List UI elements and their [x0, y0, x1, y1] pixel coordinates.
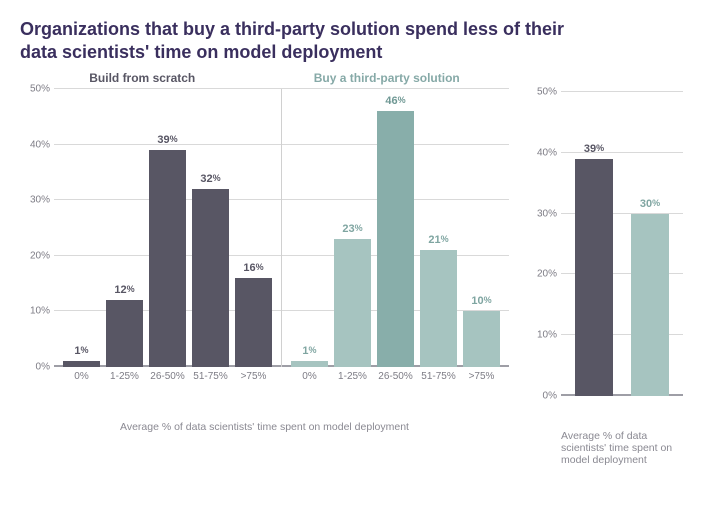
- y-tick: 40%: [20, 139, 50, 150]
- bar-groups: 1%12%39%32%16% 1%23%46%21%10%: [54, 89, 509, 367]
- subtitles-row: Build from scratch Buy a third-party sol…: [20, 71, 509, 85]
- x-tick: 26-50%: [374, 371, 417, 382]
- y-tick: 50%: [20, 84, 50, 95]
- bar-column: 39%: [146, 89, 189, 367]
- bar: 39%: [149, 150, 186, 367]
- y-ticks-summary: 0%10%20%30%40%50%: [527, 92, 561, 396]
- x-tick: 51-75%: [417, 371, 460, 382]
- bar: 23%: [334, 239, 371, 367]
- series-label-build: Build from scratch: [20, 71, 265, 85]
- x-axis-label-main: Average % of data scientists' time spent…: [20, 421, 509, 433]
- page-title: Organizations that buy a third-party sol…: [20, 18, 580, 63]
- bar-value-label: 1%: [291, 345, 328, 357]
- main-plot: 0%10%20%30%40%50% 1%12%39%32%16% 1%23%46…: [20, 89, 509, 419]
- bar-column: 10%: [460, 89, 503, 367]
- y-tick: 10%: [20, 306, 50, 317]
- y-tick: 10%: [527, 330, 557, 341]
- y-tick: 30%: [20, 195, 50, 206]
- bar-value-label: 32%: [192, 173, 229, 185]
- bar: 12%: [106, 300, 143, 367]
- bar: 30%: [631, 214, 669, 396]
- y-tick: 30%: [527, 208, 557, 219]
- bar-value-label: 16%: [235, 262, 272, 274]
- bar-column: 1%: [288, 89, 331, 367]
- bar-column: 32%: [189, 89, 232, 367]
- main-plot-area: 1%12%39%32%16% 1%23%46%21%10% 0%1-25%26-…: [54, 89, 509, 393]
- bar: 16%: [235, 278, 272, 367]
- chart-page: Organizations that buy a third-party sol…: [0, 0, 703, 505]
- y-tick: 50%: [527, 87, 557, 98]
- y-tick: 20%: [20, 250, 50, 261]
- x-ticks-buy: 0%1-25%26-50%51-75%>75%: [282, 367, 509, 393]
- x-tick: >75%: [460, 371, 503, 382]
- bars-buy: 1%23%46%21%10%: [282, 89, 509, 367]
- bar-column: 16%: [232, 89, 275, 367]
- charts-row: Build from scratch Buy a third-party sol…: [20, 71, 683, 466]
- x-tick: 1-25%: [103, 371, 146, 382]
- bar: 32%: [192, 189, 229, 367]
- bar: 21%: [420, 250, 457, 367]
- bar-value-label: 10%: [463, 295, 500, 307]
- bar-column: 23%: [331, 89, 374, 367]
- x-tick: 0%: [288, 371, 331, 382]
- y-tick: 0%: [527, 391, 557, 402]
- bar-column: 46%: [374, 89, 417, 367]
- y-tick: 0%: [20, 362, 50, 373]
- x-tick: 1-25%: [331, 371, 374, 382]
- y-tick: 40%: [527, 147, 557, 158]
- bar-value-label: 21%: [420, 234, 457, 246]
- x-tick: 26-50%: [146, 371, 189, 382]
- summary-plot: 0%10%20%30%40%50% 39%30%: [527, 92, 683, 422]
- main-panel: Build from scratch Buy a third-party sol…: [20, 71, 509, 433]
- bar-value-label: 39%: [575, 143, 613, 155]
- bar-value-label: 30%: [631, 198, 669, 210]
- bar-value-label: 12%: [106, 284, 143, 296]
- series-label-buy: Buy a third-party solution: [265, 71, 510, 85]
- bar-value-label: 23%: [334, 223, 371, 235]
- bars-build: 1%12%39%32%16%: [54, 89, 281, 367]
- bar-column: 30%: [625, 92, 675, 396]
- bar-value-label: 46%: [377, 95, 414, 107]
- bar-column: 39%: [569, 92, 619, 396]
- bar: 10%: [463, 311, 500, 367]
- bars-summary: 39% 30%: [561, 92, 683, 396]
- x-ticks-row: 0%1-25%26-50%51-75%>75% 0%1-25%26-50%51-…: [54, 367, 509, 393]
- summary-panel: 0% 10% 20% 30% 40% 50% 39% 30% Average % of da…: [527, 71, 683, 466]
- bar-value-label: 39%: [149, 134, 186, 146]
- summary-plot-area: 39% 30%: [561, 92, 683, 396]
- x-tick: >75%: [232, 371, 275, 382]
- y-tick: 20%: [527, 269, 557, 280]
- bar: 39%: [575, 159, 613, 396]
- x-ticks-build: 0%1-25%26-50%51-75%>75%: [54, 367, 281, 393]
- bar-column: 21%: [417, 89, 460, 367]
- bar: 46%: [377, 111, 414, 367]
- bar-column: 1%: [60, 89, 103, 367]
- bar-column: 12%: [103, 89, 146, 367]
- x-axis-label-summary: Average % of data scientists' time spent…: [527, 430, 683, 466]
- y-ticks-main: 0%10%20%30%40%50%: [20, 89, 54, 393]
- x-tick: 51-75%: [189, 371, 232, 382]
- bar-value-label: 1%: [63, 345, 100, 357]
- x-tick: 0%: [60, 371, 103, 382]
